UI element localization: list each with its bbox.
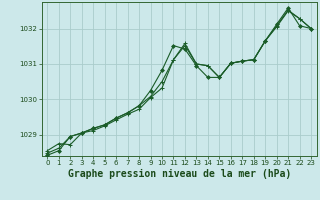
X-axis label: Graphe pression niveau de la mer (hPa): Graphe pression niveau de la mer (hPa) xyxy=(68,169,291,179)
